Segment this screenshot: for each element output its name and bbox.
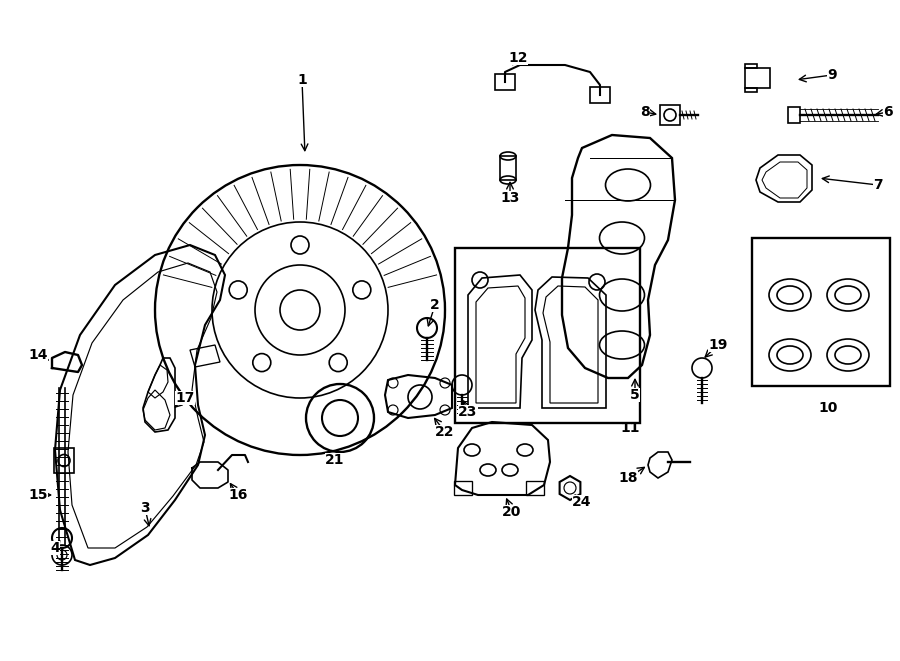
Text: 13: 13 bbox=[500, 191, 519, 205]
Bar bbox=[590, 87, 610, 103]
Text: 4: 4 bbox=[50, 541, 60, 555]
Text: 8: 8 bbox=[640, 105, 650, 119]
Text: 21: 21 bbox=[325, 453, 345, 467]
Text: 14: 14 bbox=[28, 348, 48, 362]
Bar bbox=[745, 68, 770, 88]
Text: 20: 20 bbox=[502, 505, 522, 519]
Text: 10: 10 bbox=[818, 401, 838, 415]
Text: 2: 2 bbox=[430, 298, 440, 312]
Bar bbox=[526, 481, 544, 495]
Bar bbox=[660, 105, 680, 125]
Text: 19: 19 bbox=[708, 338, 728, 352]
Text: 18: 18 bbox=[618, 471, 638, 485]
Bar bbox=[500, 156, 516, 180]
Text: 15: 15 bbox=[28, 488, 48, 502]
Bar bbox=[752, 238, 890, 386]
Text: 11: 11 bbox=[620, 421, 640, 435]
Text: 16: 16 bbox=[229, 488, 248, 502]
Bar bbox=[454, 481, 472, 495]
Text: 22: 22 bbox=[436, 425, 454, 439]
Bar bbox=[788, 107, 800, 123]
Text: 24: 24 bbox=[572, 495, 592, 509]
Text: 9: 9 bbox=[827, 68, 837, 82]
Text: 5: 5 bbox=[630, 388, 640, 402]
Bar bbox=[745, 64, 757, 68]
Bar bbox=[455, 248, 640, 423]
Text: 23: 23 bbox=[458, 405, 478, 419]
Bar bbox=[745, 88, 757, 92]
Text: 3: 3 bbox=[140, 501, 149, 515]
Text: 12: 12 bbox=[508, 51, 527, 65]
Text: 17: 17 bbox=[176, 391, 194, 405]
Text: 1: 1 bbox=[297, 73, 307, 87]
Bar bbox=[54, 448, 74, 473]
Bar bbox=[495, 74, 515, 90]
Text: 7: 7 bbox=[873, 178, 883, 192]
Text: 6: 6 bbox=[883, 105, 893, 119]
